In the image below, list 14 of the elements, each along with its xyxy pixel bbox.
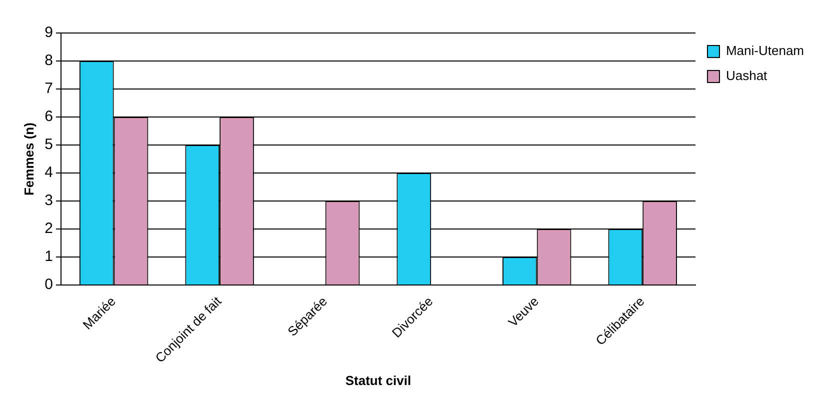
- y-tick-label: 6: [44, 108, 53, 126]
- y-tick-label: 2: [44, 220, 53, 238]
- legend-label: Uashat: [726, 68, 768, 84]
- y-tick-label: 4: [44, 164, 53, 182]
- y-axis-title: Femmes (n): [21, 122, 36, 196]
- legend-label: Mani-Utenam: [726, 43, 804, 58]
- y-tick-label: 7: [44, 80, 53, 98]
- y-tick-label: 8: [44, 52, 53, 70]
- x-axis-title: Statut civil: [345, 372, 412, 388]
- y-tick-label: 3: [44, 192, 53, 210]
- y-tick-label: 0: [44, 276, 53, 294]
- y-tick-label: 5: [44, 136, 53, 154]
- y-tick-label: 9: [44, 24, 53, 42]
- y-tick-label: 1: [44, 248, 53, 266]
